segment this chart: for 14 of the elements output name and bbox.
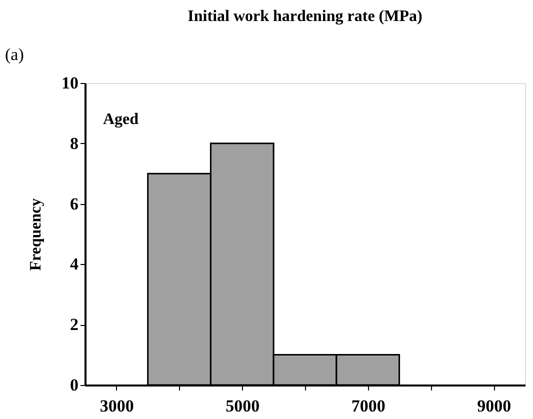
x-tick-label: 9000 [477, 396, 512, 416]
y-tick-label: 8 [70, 134, 78, 153]
y-tick-label: 0 [70, 376, 78, 394]
y-tick-label: 2 [70, 315, 78, 334]
y-axis-title: Frequency [28, 198, 44, 271]
x-tick-label: 5000 [226, 396, 260, 416]
chart-title: Initial work hardening rate (MPa) [188, 8, 422, 25]
y-tick-label: 10 [62, 74, 78, 92]
annotation: Aged [103, 111, 139, 128]
y-tick-label: 4 [70, 254, 79, 274]
x-tick-label: 3000 [100, 396, 134, 416]
y-tick-label: 6 [70, 194, 78, 214]
text: (a) [5, 45, 24, 64]
x-tick-label: 7000 [351, 396, 386, 416]
